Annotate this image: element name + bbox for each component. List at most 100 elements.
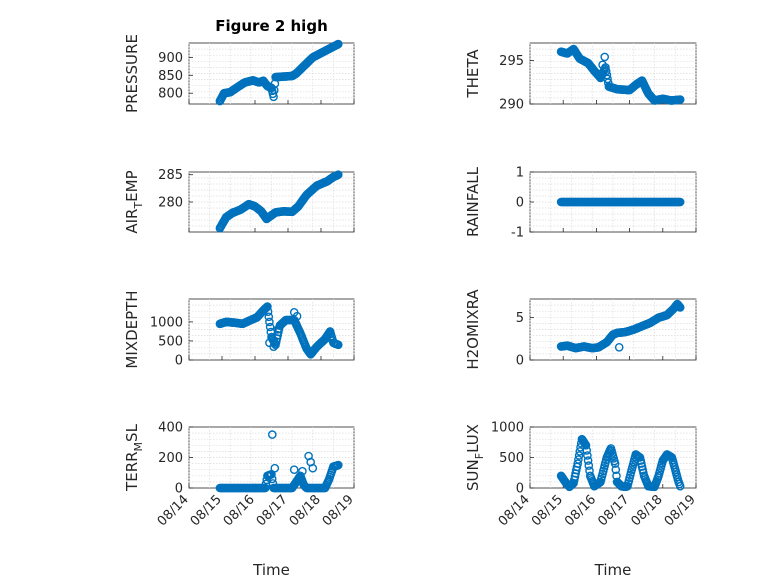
x-tick-label: 08/15 [188,492,225,529]
y-tick-label: -1 [511,226,524,241]
data-series-pressure [215,39,343,106]
y-axis-label-main: THETA [464,49,482,99]
y-axis-label: MIXDEPTH [123,290,141,368]
x-tick-label: 08/16 [562,492,599,529]
data-point [333,170,343,179]
y-tick-label: 400 [158,421,183,436]
data-point [269,342,278,352]
y-tick-label: 1 [516,166,524,181]
data-point [611,465,621,475]
x-tick-label: 08/19 [320,492,357,529]
x-tick-label: 08/14 [496,492,533,529]
x-tick-label: 08/18 [629,492,666,529]
y-axis-label: PRESSURE [123,34,141,113]
data-point [292,311,302,321]
data-point [267,474,277,484]
y-tick-label: 0 [516,354,524,369]
data-point [610,459,620,468]
y-tick-label: 1000 [150,315,183,330]
data-point [298,466,307,476]
y-tick-label: 0 [516,482,524,497]
data-point [583,456,593,465]
data-point [265,322,275,332]
data-point [308,463,318,473]
data-point [260,483,270,493]
y-axis-label-suffix: SL [123,423,141,442]
y-tick-label: 200 [158,451,183,466]
y-tick-label: 800 [158,87,183,102]
axes-pressure: 800 850 900 PRESSURE Figure 2 high [123,17,355,113]
y-tick-label: 500 [158,334,183,349]
data-point [267,430,277,439]
y-axis-label-subscript: T [132,202,145,210]
data-series-h2omixra [556,299,685,353]
y-tick-label: 0 [516,196,524,211]
x-axis-label: Time [594,561,632,579]
y-tick-label: 285 [158,168,183,183]
y-axis-label-subscript: F [473,453,486,459]
x-tick-label: 08/17 [595,492,632,529]
y-axis-label-suffix: EMP [123,170,141,201]
x-tick-label: 08/15 [529,492,566,529]
data-point [573,459,583,468]
data-point [270,463,280,473]
axes-air_temp: 280 285 AIRTEMP [123,168,355,234]
y-tick-label: 295 [499,54,524,69]
data-point [574,451,584,460]
y-axis-label: RAINFALL [464,166,482,237]
data-point [333,460,343,470]
y-axis-label: AIRTEMP [123,170,145,233]
y-tick-label: 280 [158,196,183,211]
y-tick-label: 500 [499,451,524,466]
y-axis-label-main: PRESSURE [123,34,141,113]
x-tick-label: 08/18 [287,492,324,529]
data-point [598,60,607,70]
axes-mixdepth: 0 500 1000 MIXDEPTH [123,290,355,369]
data-point [675,481,685,491]
y-tick-label: 290 [499,98,524,113]
data-point [333,340,343,350]
data-point [614,342,624,352]
data-point [265,317,274,327]
y-tick-label: 850 [158,69,183,84]
y-axis-label-main: SUN [464,459,482,491]
y-axis-label-main: MIXDEPTH [123,290,141,368]
axes-rainfall: -1 0 1 RAINFALL [464,166,697,241]
data-point [601,66,611,76]
data-point [675,95,685,104]
x-tick-label: 08/19 [662,492,699,529]
y-tick-label: 0 [175,354,183,369]
y-axis-label: SUNFLUX [464,424,486,491]
y-axis-label-main: RAINFALL [464,166,482,237]
axes-theta: 290 295 THETA [464,42,697,113]
data-point [603,74,612,84]
data-series-sun_flux [556,434,685,492]
chart-title: Figure 2 high [215,17,328,35]
data-point [574,455,583,464]
y-tick-label: 0 [175,482,183,497]
data-series-air_temp [215,170,343,233]
data-point [584,461,594,470]
data-point [263,302,272,311]
y-axis-label: TERRMSL [123,423,145,492]
data-point [675,197,685,207]
data-point [583,451,592,460]
data-point [581,440,591,450]
data-point [333,39,343,49]
data-point [675,303,685,312]
data-point [600,52,610,62]
data-point [263,307,273,317]
y-axis-label: H2OMIXRA [464,289,482,370]
x-tick-label: 08/14 [155,492,192,529]
data-series-theta [556,44,685,105]
y-axis-label-suffix: LUX [464,424,482,453]
x-axis-label: Time [252,561,290,579]
y-axis-label-main: H2OMIXRA [464,289,482,370]
axes-h2omixra: 0 5 H2OMIXRA [464,289,697,370]
x-tick-label: 08/17 [254,492,291,529]
data-point [582,446,592,455]
data-series-rainfall [556,197,685,207]
data-point [289,465,299,475]
